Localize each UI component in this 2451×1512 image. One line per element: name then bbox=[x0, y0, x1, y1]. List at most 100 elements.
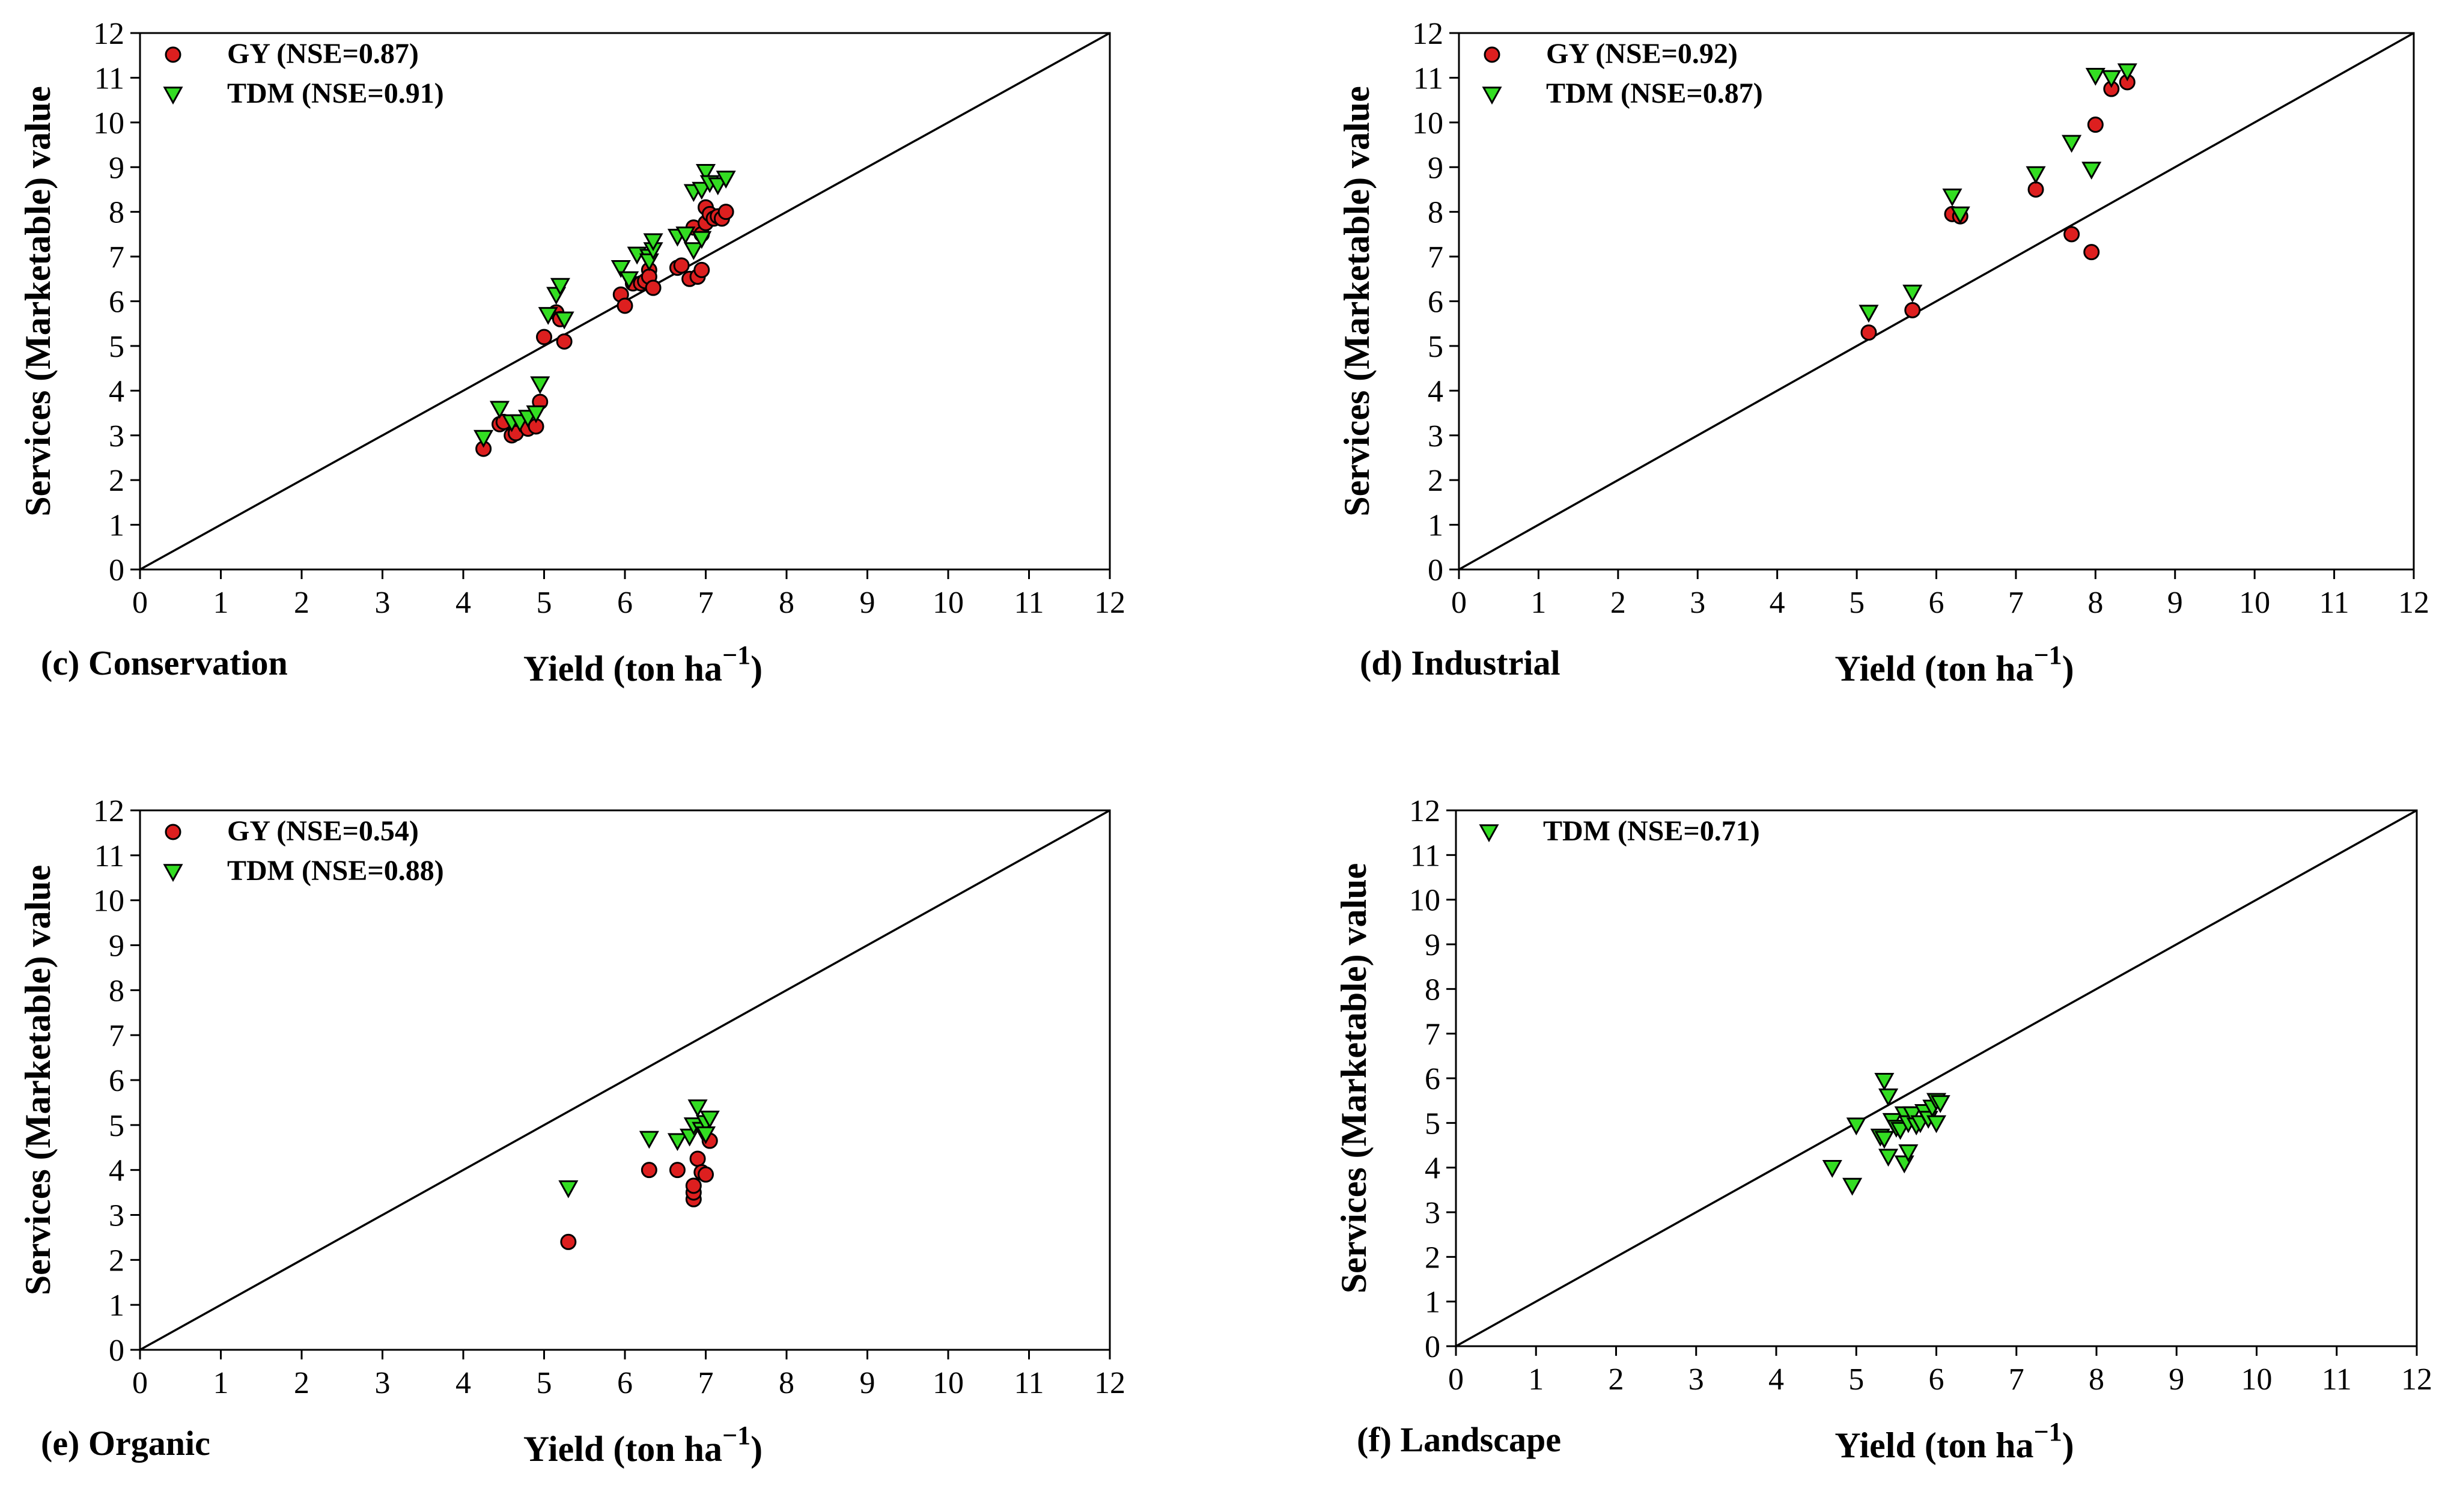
x-tick-label: 8 bbox=[779, 1366, 794, 1400]
data-point bbox=[2062, 135, 2082, 153]
data-point bbox=[2081, 162, 2102, 180]
data-point bbox=[610, 260, 631, 278]
x-axis-label: Yield (ton ha−1) bbox=[1834, 1417, 2074, 1465]
y-tick-label: 7 bbox=[109, 1019, 124, 1053]
y-tick-label: 8 bbox=[1425, 973, 1440, 1007]
chart-panels: 0 1 2 3 4 5 6 7 8 9 10 11 120123456789101112Services… bbox=[18, 17, 2432, 1469]
legend-marker bbox=[1482, 87, 1502, 105]
data-point bbox=[2087, 117, 2104, 133]
data-point bbox=[695, 1126, 716, 1144]
y-tick-label: 0 bbox=[1425, 1330, 1440, 1364]
x-tick-label: 4 bbox=[1768, 1362, 1784, 1397]
x-tick-label: 0 bbox=[1451, 586, 1467, 620]
y-tick-label: 12 bbox=[93, 794, 124, 828]
x-axis-label-superscript: −1 bbox=[722, 1421, 751, 1450]
y-tick-label: 9 bbox=[109, 929, 124, 964]
legend-entry: GY (NSE=0.87) bbox=[227, 38, 419, 70]
x-tick-label: 9 bbox=[860, 1366, 875, 1400]
data-point bbox=[1950, 206, 1970, 225]
panel-label: (e) Organic bbox=[41, 1424, 210, 1463]
chart-panel-1: 0 1 2 3 4 5 6 7 8 9 10 11 120123456789101112Services… bbox=[18, 17, 1125, 688]
x-tick-label: 7 bbox=[698, 1366, 714, 1400]
y-tick-label: 6 bbox=[109, 1064, 124, 1098]
x-tick-label: 6 bbox=[1929, 586, 1944, 620]
series-tdm bbox=[473, 163, 736, 448]
data-point bbox=[1904, 302, 1921, 318]
data-point bbox=[695, 163, 716, 182]
legend-marker bbox=[1479, 824, 1499, 843]
x-axis: 0 1 2 3 4 5 6 7 8 9 10 11 12 bbox=[1448, 1346, 2432, 1397]
data-point bbox=[526, 405, 546, 424]
y-tick-label: 8 bbox=[109, 196, 124, 230]
x-axis-label-main: Yield (ton ha bbox=[1834, 649, 2033, 688]
x-tick-label: 3 bbox=[1690, 586, 1705, 620]
data-point bbox=[643, 233, 663, 252]
x-axis-label: Yield (ton ha−1) bbox=[523, 640, 763, 688]
y-axis-label: Services (Marketable) value bbox=[1334, 863, 1374, 1293]
data-point bbox=[2083, 244, 2100, 261]
x-tick-label: 4 bbox=[455, 1366, 471, 1400]
y-tick-label: 1 bbox=[109, 509, 124, 543]
data-point bbox=[556, 333, 573, 350]
x-axis-label-close: ) bbox=[2062, 1425, 2074, 1465]
y-tick-label: 4 bbox=[109, 374, 124, 408]
data-point bbox=[645, 279, 662, 296]
x-tick-label: 12 bbox=[1094, 1366, 1125, 1400]
y-tick-label: 9 bbox=[1428, 151, 1443, 185]
x-tick-label: 10 bbox=[2239, 586, 2270, 620]
y-tick-label: 1 bbox=[1425, 1286, 1440, 1320]
legend-marker bbox=[163, 864, 183, 882]
data-point bbox=[685, 1177, 702, 1194]
x-tick-label: 5 bbox=[1848, 1362, 1864, 1397]
y-tick-label: 6 bbox=[1425, 1062, 1440, 1096]
series-gy bbox=[1860, 74, 2136, 341]
x-axis: 0 1 2 3 4 5 6 7 8 9 10 11 12 bbox=[132, 569, 1125, 620]
y-tick-label: 3 bbox=[1425, 1196, 1440, 1230]
data-point bbox=[2085, 67, 2105, 86]
data-point bbox=[1902, 284, 1923, 303]
x-tick-label: 2 bbox=[294, 1366, 309, 1400]
x-axis-label-close: ) bbox=[751, 649, 763, 688]
data-point bbox=[1878, 1149, 1899, 1167]
x-tick-label: 1 bbox=[1530, 586, 1546, 620]
one-to-one-line bbox=[1455, 809, 2417, 1347]
x-tick-label: 9 bbox=[860, 586, 875, 620]
legend-entry: TDM (NSE=0.91) bbox=[227, 77, 444, 109]
x-tick-label: 11 bbox=[1014, 1366, 1044, 1400]
x-tick-label: 0 bbox=[132, 1366, 148, 1400]
series-tdm bbox=[1859, 63, 2137, 323]
data-point bbox=[1859, 305, 1879, 323]
x-tick-label: 10 bbox=[933, 1366, 964, 1400]
y-tick-label: 3 bbox=[109, 419, 124, 454]
x-axis-label-superscript: −1 bbox=[722, 640, 751, 670]
data-point bbox=[1846, 1117, 1866, 1136]
x-tick-label: 12 bbox=[2401, 1362, 2432, 1397]
y-tick-label: 0 bbox=[1428, 553, 1443, 587]
legend-entry: GY (NSE=0.54) bbox=[227, 815, 419, 847]
data-point bbox=[2026, 166, 2046, 184]
x-tick-label: 6 bbox=[1929, 1362, 1944, 1397]
y-tick-label: 9 bbox=[109, 151, 124, 185]
y-tick-label: 4 bbox=[1428, 374, 1443, 408]
panel-label: (c) Conservation bbox=[41, 643, 288, 682]
data-point bbox=[1926, 1115, 1947, 1134]
data-point bbox=[1898, 1144, 1919, 1162]
x-tick-label: 4 bbox=[1770, 586, 1785, 620]
data-point bbox=[675, 226, 696, 244]
x-axis: 0 1 2 3 4 5 6 7 8 9 10 11 12 bbox=[1451, 569, 2429, 620]
y-tick-label: 7 bbox=[1425, 1018, 1440, 1052]
x-tick-label: 9 bbox=[2169, 1362, 2184, 1397]
y-tick-label: 12 bbox=[1412, 17, 1443, 51]
one-to-one-line bbox=[1458, 32, 2414, 571]
data-point bbox=[550, 278, 570, 296]
x-tick-label: 12 bbox=[2398, 586, 2429, 620]
x-axis-label-main: Yield (ton ha bbox=[523, 649, 722, 688]
data-point bbox=[530, 376, 550, 395]
data-point bbox=[639, 1131, 659, 1149]
chart-panel-2: 0 1 2 3 4 5 6 7 8 9 10 11 120123456789101112Services… bbox=[1337, 17, 2429, 688]
data-point bbox=[1942, 188, 1962, 207]
data-point bbox=[669, 1162, 686, 1179]
legend: GY (NSE=0.92) TDM (NSE=0.87) bbox=[1482, 38, 1763, 109]
x-tick-label: 2 bbox=[294, 586, 309, 620]
